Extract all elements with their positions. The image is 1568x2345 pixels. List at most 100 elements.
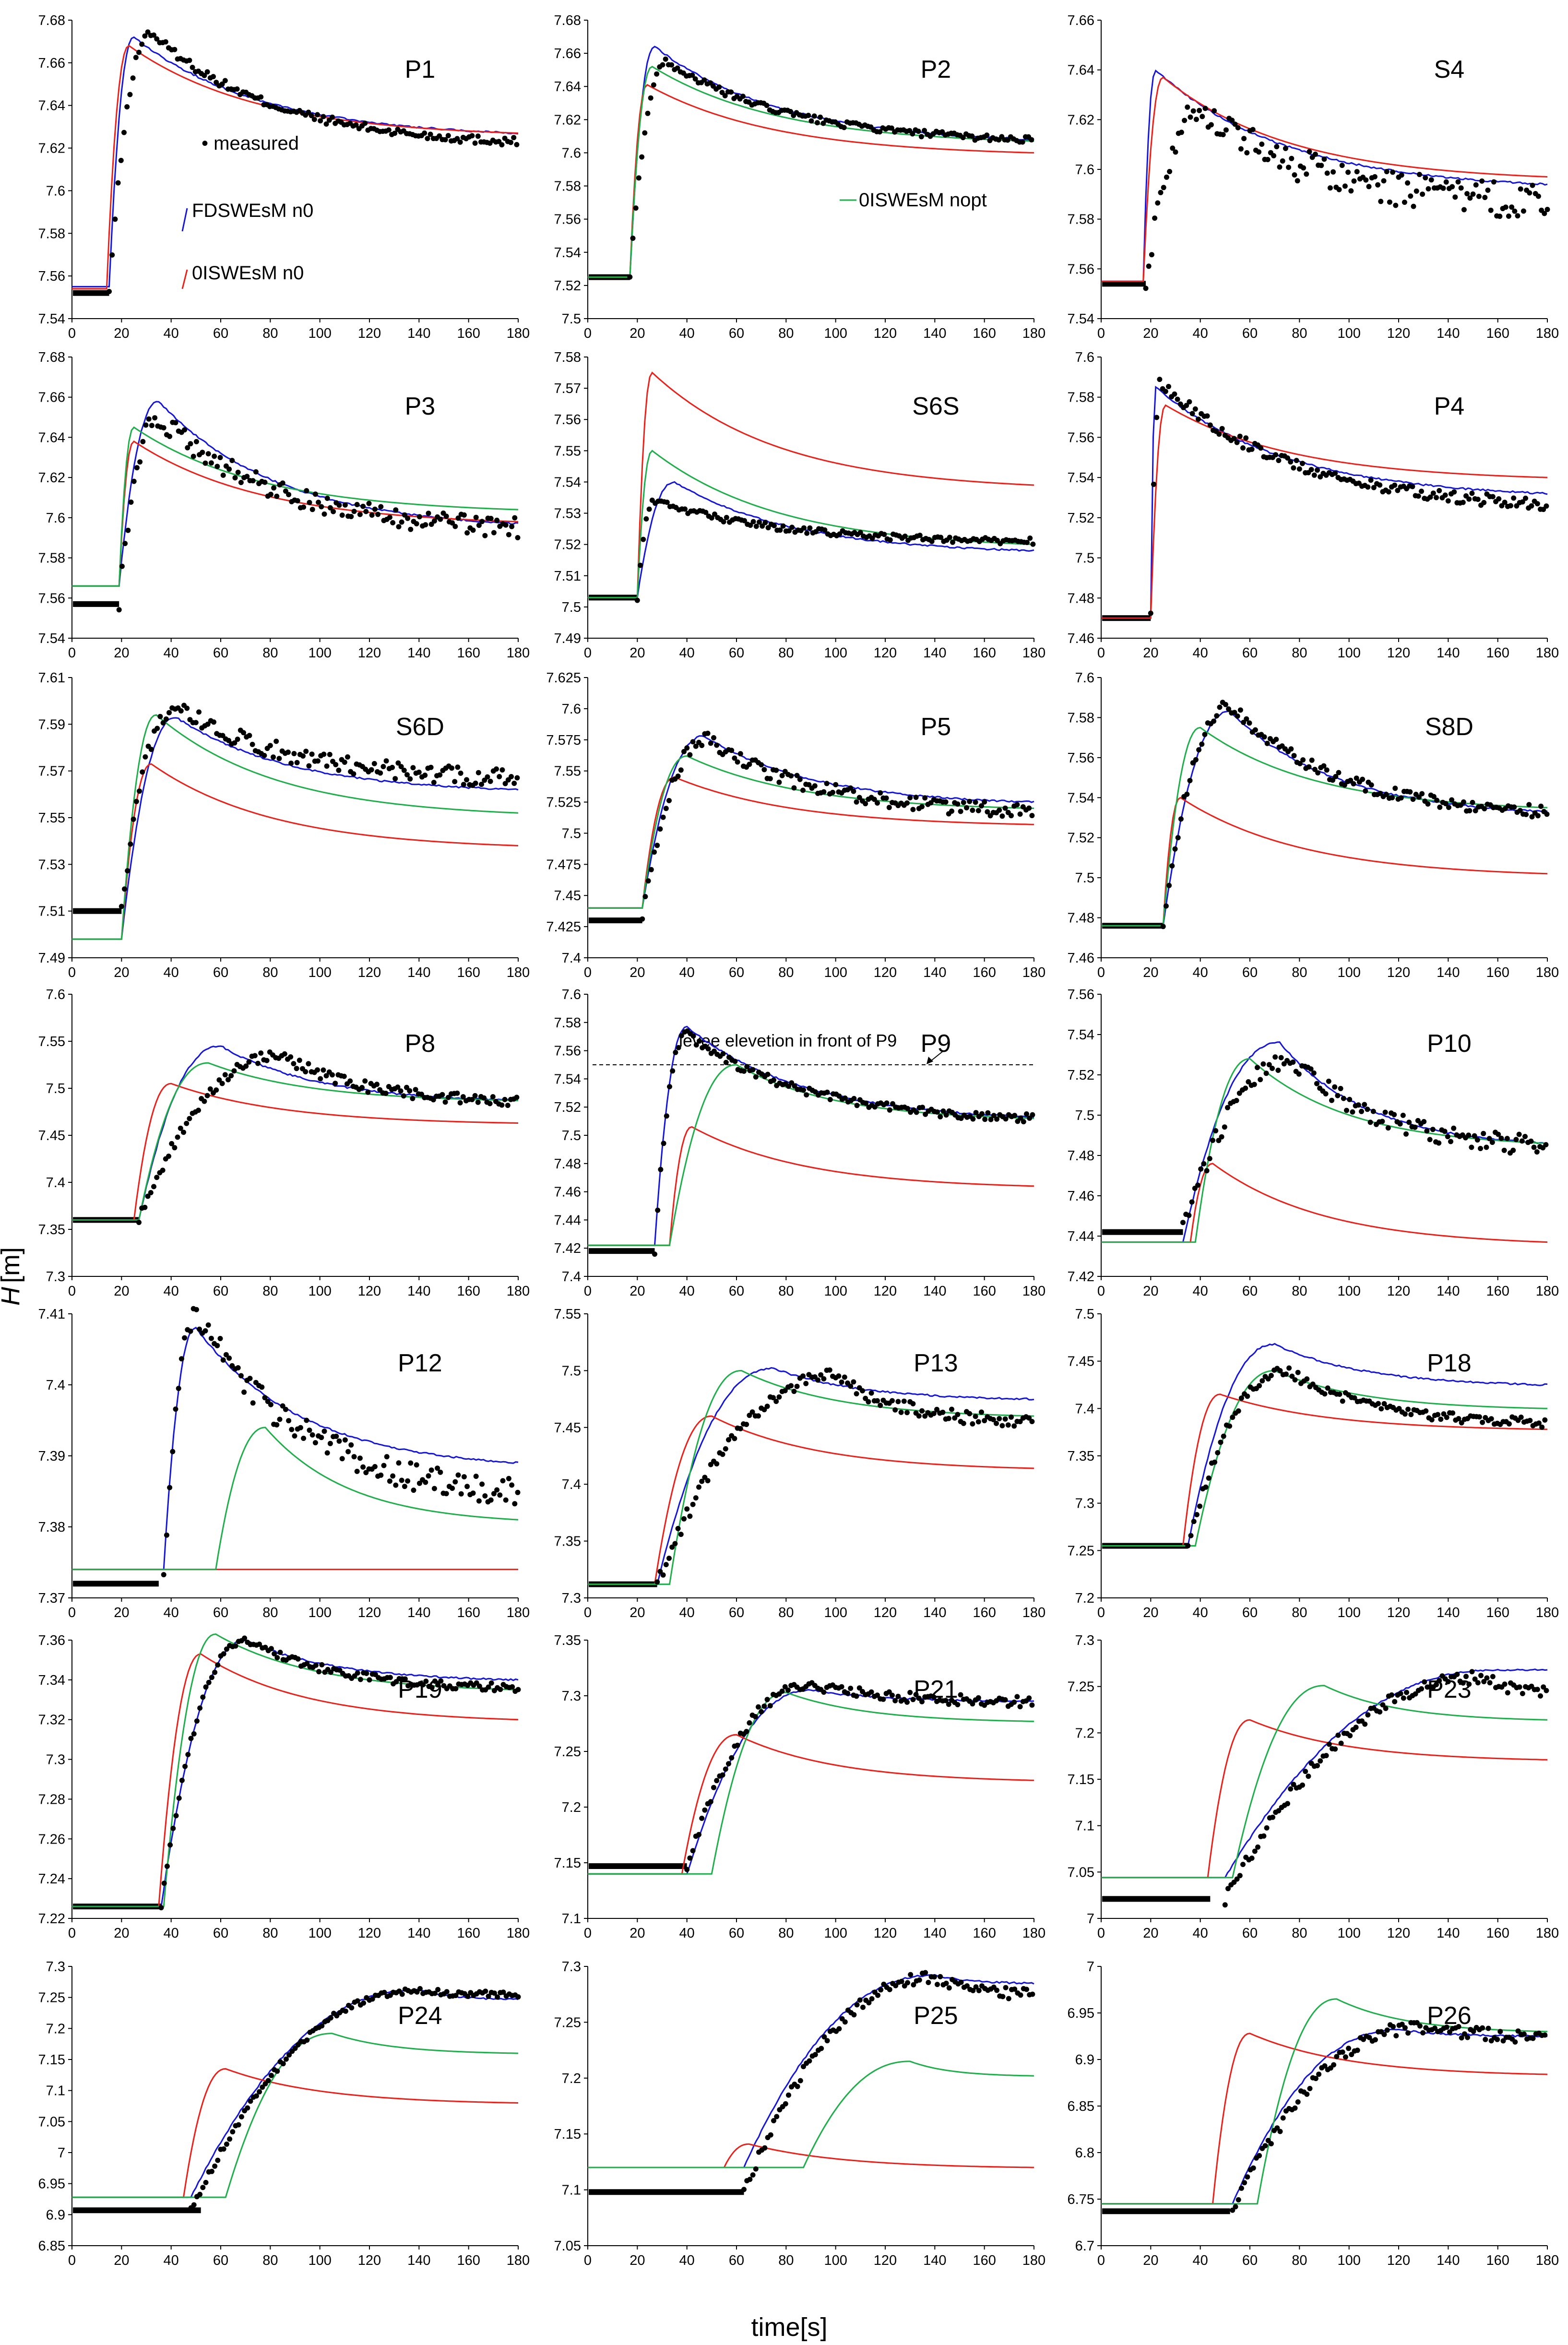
measured-point bbox=[1235, 125, 1241, 131]
series-line-fdswesm-n0 bbox=[72, 1326, 519, 1571]
measured-point bbox=[354, 1468, 360, 1474]
measured-point bbox=[209, 2168, 214, 2174]
measured-point bbox=[470, 1490, 476, 1496]
measured-point bbox=[347, 1078, 353, 1084]
x-tick-label: 160 bbox=[457, 965, 480, 980]
measured-point bbox=[1290, 1059, 1296, 1065]
panel-p10: 7.427.447.467.487.57.527.547.560 20 40 60 80… bbox=[1068, 987, 1559, 1299]
measured-point bbox=[643, 516, 649, 522]
measured-point bbox=[642, 894, 648, 899]
y-tick-label: 7.58 bbox=[554, 1015, 581, 1031]
y-tick-label: 7.53 bbox=[554, 506, 581, 522]
measured-point bbox=[1398, 795, 1404, 801]
y-tick-label: 7.53 bbox=[38, 857, 65, 872]
measured-point bbox=[1349, 2052, 1354, 2058]
measured-point bbox=[378, 504, 384, 510]
measured-point bbox=[1419, 791, 1425, 797]
measured-point bbox=[473, 1474, 479, 1479]
measured-point bbox=[1219, 1134, 1224, 1140]
x-tick-label: 20 bbox=[1143, 1926, 1158, 1941]
measured-point bbox=[381, 1989, 387, 1995]
measured-point bbox=[1529, 503, 1534, 509]
y-tick-label: 7.58 bbox=[1068, 390, 1094, 405]
y-tick-label: 7.56 bbox=[554, 412, 581, 428]
measured-point bbox=[208, 460, 214, 466]
measured-point bbox=[1273, 737, 1279, 742]
measured-point bbox=[229, 458, 235, 464]
measured-point bbox=[1413, 1691, 1418, 1697]
measured-point bbox=[1166, 882, 1172, 888]
measured-point bbox=[1518, 186, 1523, 192]
measured-point bbox=[285, 750, 291, 755]
measured-point bbox=[1234, 1876, 1240, 1882]
measured-point bbox=[294, 760, 300, 765]
measured-point bbox=[1342, 2054, 1348, 2060]
measured-point bbox=[757, 519, 762, 525]
measured-point bbox=[252, 1053, 258, 1059]
measured-point bbox=[1392, 786, 1398, 791]
x-tick-label: 160 bbox=[1486, 645, 1509, 661]
measured-point bbox=[315, 112, 320, 118]
measured-point bbox=[173, 1406, 178, 1412]
measured-point bbox=[705, 1046, 711, 1052]
measured-point bbox=[349, 2005, 355, 2011]
measured-point bbox=[648, 95, 653, 101]
measured-point bbox=[182, 427, 188, 433]
measured-point bbox=[973, 1984, 979, 1990]
measured-point bbox=[222, 78, 228, 83]
x-tick-label: 140 bbox=[407, 1926, 430, 1941]
y-tick-label: 7.15 bbox=[38, 2052, 65, 2068]
measured-point bbox=[800, 1373, 806, 1379]
x-tick-label: 80 bbox=[1292, 1284, 1307, 1299]
measured-point bbox=[428, 764, 434, 770]
measured-point bbox=[435, 1987, 441, 1992]
x-tick-label: 60 bbox=[1242, 645, 1258, 661]
measured-point bbox=[318, 118, 323, 124]
y-tick-label: 7.475 bbox=[546, 857, 581, 872]
measured-point bbox=[839, 1379, 844, 1385]
measured-point bbox=[458, 1491, 464, 1497]
measured-point bbox=[863, 1100, 869, 1106]
y-tick-label: 7.425 bbox=[546, 919, 581, 935]
measured-point bbox=[1346, 2046, 1352, 2051]
measured-point bbox=[1289, 155, 1295, 161]
measured-point bbox=[1235, 2197, 1241, 2202]
measured-point bbox=[720, 1051, 726, 1057]
measured-point bbox=[1527, 190, 1532, 196]
measured-point bbox=[289, 1427, 295, 1432]
measured-point bbox=[791, 1389, 797, 1394]
measured-point bbox=[1026, 1415, 1032, 1421]
measured-point bbox=[994, 1988, 999, 1993]
measured-point bbox=[204, 1093, 210, 1098]
y-tick-label: 7.54 bbox=[1068, 470, 1094, 486]
measured-point bbox=[1405, 1406, 1411, 1412]
measured-point bbox=[994, 1420, 999, 1426]
measured-point bbox=[1461, 207, 1467, 213]
measured-point bbox=[711, 1785, 716, 1790]
x-tick-label: 40 bbox=[679, 1926, 695, 1941]
measured-point bbox=[1381, 178, 1387, 184]
measured-point bbox=[1216, 1138, 1222, 1143]
measured-point bbox=[1486, 1136, 1492, 1142]
measured-point bbox=[1294, 458, 1299, 464]
x-tick-label: 120 bbox=[874, 1284, 897, 1299]
measured-point bbox=[760, 523, 765, 529]
x-tick-label: 40 bbox=[1193, 965, 1208, 980]
x-tick-label: 120 bbox=[1387, 645, 1410, 661]
measured-point bbox=[905, 1980, 910, 1986]
x-tick-label: 20 bbox=[630, 645, 645, 661]
measured-point bbox=[854, 1391, 859, 1397]
y-tick-label: 7.62 bbox=[38, 141, 65, 156]
measured-point bbox=[875, 1992, 880, 1998]
measured-point bbox=[1276, 458, 1282, 464]
measured-point bbox=[476, 1683, 482, 1689]
measured-point bbox=[265, 2078, 271, 2083]
measured-point bbox=[922, 795, 928, 801]
y-tick-label: 7.54 bbox=[554, 1071, 581, 1087]
panel-title: P24 bbox=[398, 2002, 442, 2030]
measured-point bbox=[1148, 610, 1153, 616]
x-tick-label: 180 bbox=[1022, 1605, 1045, 1620]
measured-point bbox=[652, 1251, 657, 1257]
